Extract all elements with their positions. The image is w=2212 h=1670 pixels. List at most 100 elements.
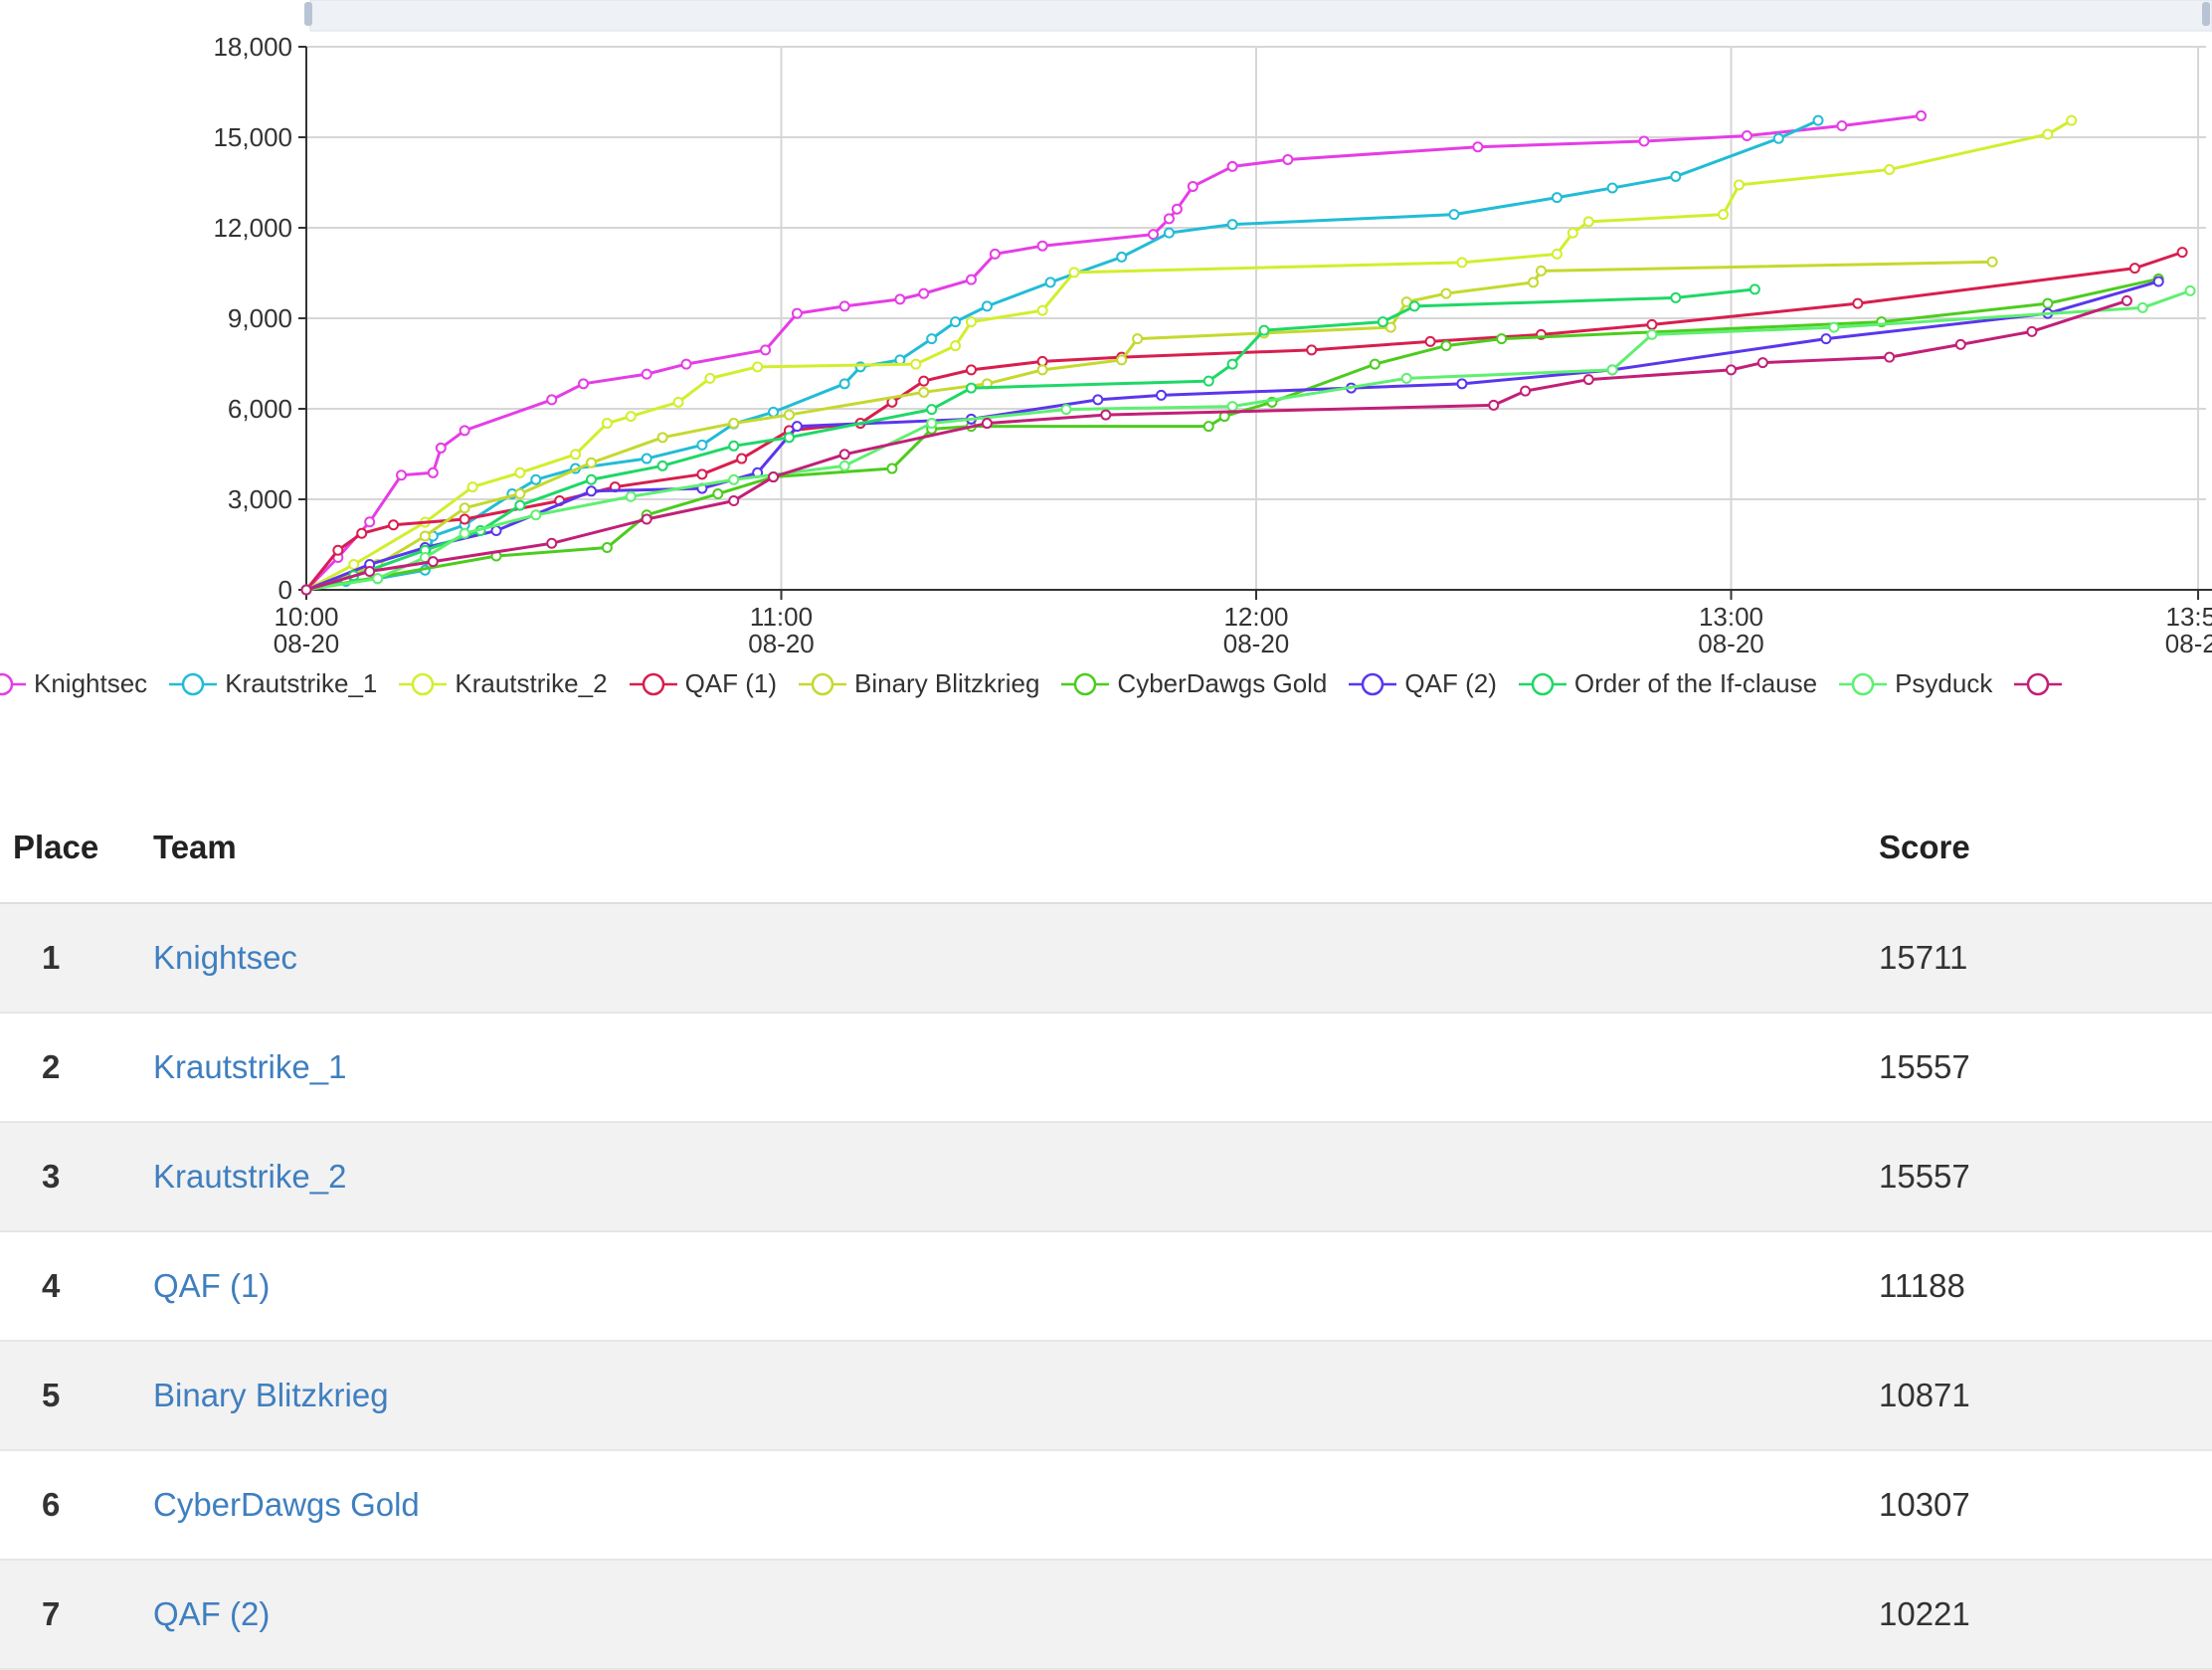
data-point[interactable] [1156, 389, 1167, 401]
data-point[interactable] [1226, 160, 1238, 172]
data-point[interactable] [601, 418, 613, 430]
data-point[interactable] [641, 368, 652, 380]
data-point[interactable] [1424, 335, 1436, 347]
data-point[interactable] [918, 375, 930, 387]
data-point[interactable] [838, 300, 850, 312]
data-point[interactable] [728, 418, 740, 430]
data-point[interactable] [1036, 240, 1048, 252]
data-point[interactable] [696, 468, 708, 480]
data-point[interactable] [2042, 297, 2054, 309]
data-point[interactable] [1496, 333, 1508, 345]
data-point[interactable] [2042, 128, 2054, 140]
data-point[interactable] [300, 584, 312, 596]
data-point[interactable] [981, 418, 993, 430]
data-point[interactable] [1377, 316, 1388, 328]
data-point[interactable] [2152, 276, 2164, 287]
data-point[interactable] [1068, 267, 1080, 278]
data-point[interactable] [672, 396, 684, 408]
data-point[interactable] [1132, 333, 1144, 345]
data-point[interactable] [1606, 182, 1618, 194]
data-point[interactable] [1163, 227, 1175, 239]
data-point[interactable] [1670, 170, 1682, 182]
data-point[interactable] [1520, 385, 1532, 397]
data-point[interactable] [427, 466, 439, 478]
data-point[interactable] [1171, 203, 1183, 215]
legend-item[interactable]: Krautstrike_1 [169, 668, 377, 699]
data-point[interactable] [1456, 378, 1468, 390]
data-point[interactable] [1726, 364, 1737, 376]
data-point[interactable] [1408, 300, 1420, 312]
data-point[interactable] [1202, 375, 1214, 387]
data-point[interactable] [530, 473, 542, 485]
data-point[interactable] [641, 453, 652, 464]
data-point[interactable] [1954, 338, 1966, 350]
zoom-slider[interactable] [304, 0, 2212, 32]
data-point[interactable] [356, 527, 368, 539]
data-point[interactable] [625, 490, 637, 502]
data-point[interactable] [1536, 265, 1547, 277]
data-point[interactable] [1646, 328, 1658, 340]
data-point[interactable] [2184, 284, 2196, 296]
data-point[interactable] [1670, 291, 1682, 303]
data-point[interactable] [2120, 294, 2132, 306]
data-point[interactable] [372, 573, 384, 585]
data-point[interactable] [791, 307, 803, 319]
data-point[interactable] [1100, 409, 1112, 421]
data-point[interactable] [601, 542, 613, 554]
data-point[interactable] [950, 340, 962, 352]
legend-item[interactable]: Psyduck [1839, 668, 1992, 699]
data-point[interactable] [656, 432, 668, 444]
data-point[interactable] [1852, 297, 1864, 309]
team-link[interactable]: Krautstrike_1 [153, 1048, 347, 1085]
data-point[interactable] [578, 378, 590, 390]
legend-item[interactable]: Krautstrike_2 [399, 668, 608, 699]
legend-item[interactable]: Order of the If-clause [1518, 668, 1817, 699]
data-point[interactable] [2066, 114, 2078, 126]
data-point[interactable] [768, 471, 780, 483]
data-point[interactable] [950, 316, 962, 328]
data-point[interactable] [768, 406, 780, 418]
data-point[interactable] [466, 481, 478, 493]
data-point[interactable] [1986, 256, 1998, 268]
data-point[interactable] [586, 457, 597, 468]
data-point[interactable] [1567, 227, 1578, 239]
data-point[interactable] [966, 382, 977, 394]
data-point[interactable] [435, 442, 447, 454]
data-point[interactable] [2176, 247, 2188, 259]
data-point[interactable] [838, 378, 850, 390]
data-point[interactable] [388, 519, 400, 531]
data-point[interactable] [1306, 344, 1318, 356]
team-link[interactable]: CyberDawgs Gold [153, 1486, 420, 1523]
data-point[interactable] [1582, 216, 1594, 228]
data-point[interactable] [1226, 219, 1238, 231]
data-point[interactable] [1488, 399, 1500, 411]
data-point[interactable] [1116, 251, 1128, 263]
data-point[interactable] [1116, 354, 1128, 366]
data-point[interactable] [2136, 301, 2148, 313]
data-point[interactable] [1551, 248, 1563, 260]
data-point[interactable] [586, 473, 597, 485]
data-point[interactable] [332, 544, 344, 556]
data-point[interactable] [1646, 318, 1658, 330]
team-link[interactable]: QAF (1) [153, 1267, 271, 1304]
data-point[interactable] [1187, 180, 1198, 192]
data-point[interactable] [966, 364, 977, 376]
data-point[interactable] [1148, 229, 1160, 241]
data-point[interactable] [1582, 374, 1594, 386]
data-point[interactable] [981, 300, 993, 312]
team-link[interactable]: Binary Blitzkrieg [153, 1377, 389, 1413]
data-point[interactable] [2026, 325, 2038, 337]
team-link[interactable]: Krautstrike_2 [153, 1158, 347, 1195]
data-point[interactable] [1749, 283, 1760, 295]
data-point[interactable] [728, 440, 740, 452]
data-point[interactable] [2128, 263, 2140, 275]
data-point[interactable] [1772, 132, 1784, 144]
data-point[interactable] [427, 556, 439, 568]
data-point[interactable] [1448, 209, 1460, 221]
data-point[interactable] [1400, 372, 1412, 384]
data-point[interactable] [364, 565, 376, 577]
data-point[interactable] [348, 559, 360, 571]
data-point[interactable] [656, 460, 668, 471]
legend-item[interactable]: QAF (2) [1349, 668, 1497, 699]
data-point[interactable] [704, 372, 716, 384]
